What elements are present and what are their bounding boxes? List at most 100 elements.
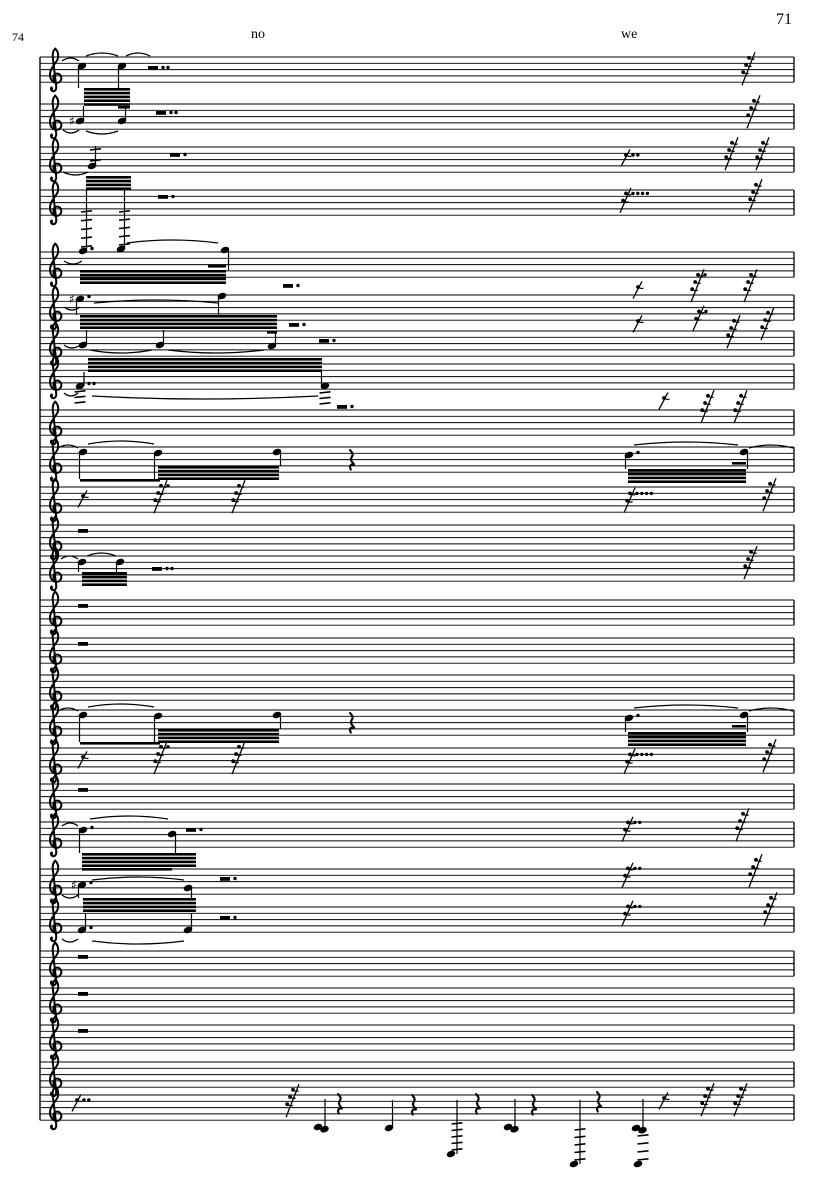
tremolo-beam [88,369,322,372]
tie-slur [748,707,794,712]
eighth-rest [632,315,644,333]
tie-slur [62,171,89,176]
tie-slur [60,555,79,560]
notehead [115,558,125,566]
rest-flag-hook [728,149,735,153]
clef-dot [50,586,54,590]
rest-flag-hook [157,492,164,496]
clef-dot [50,814,54,818]
half-rest [220,916,230,920]
tremolo-beam [80,318,277,322]
tremolo-beam [84,95,130,99]
augmentation-dot [644,491,649,496]
rest-slash [755,136,770,171]
tremolo-stroke [637,1158,649,1161]
thirtysecond-rest [746,94,761,129]
tremolo-beam [80,742,160,745]
rest-slash [231,479,246,514]
thirtysecond-rest [741,51,756,86]
half-rest [158,195,168,199]
staff [40,1052,795,1098]
rest-flag-hook [747,114,754,118]
rest-slash [632,281,643,299]
half-rest [289,323,299,327]
tie-slur [89,349,153,354]
rest-slash [746,94,761,129]
staff: ♯ [40,859,795,912]
notehead [116,245,126,253]
thirtysecond-rest [231,740,246,775]
tie-slur [61,938,79,943]
tremolo-beam [84,91,130,95]
staff-lines [40,1094,794,1121]
rest-slash [621,816,634,843]
tremolo-beam [86,179,131,183]
rest-flag-hook [745,64,752,68]
treble-clef-icon [48,546,63,592]
rest-flag-hook [82,756,89,760]
augmentation-dot [174,110,178,115]
sixteenth-rest [623,487,654,514]
notehead [75,117,85,125]
tie-slur [633,704,739,709]
tie-slur [126,239,219,244]
augmentation-dot [703,273,707,277]
tremolo-beam [628,469,746,472]
augmentation-dot [296,283,300,288]
notehead [624,714,634,722]
rest-flag-hook [627,867,634,871]
augmentation-dot [636,153,640,157]
rest-flag-hook [767,904,774,908]
thirtysecond-rest [748,853,763,888]
rest-slash [700,1082,715,1117]
tremolo-beam [82,853,196,856]
rest-flag-hook [750,107,757,111]
notehead [87,162,97,170]
tremolo-beam [80,479,160,482]
rest-slash [733,389,748,424]
augmentation-dot [87,294,91,299]
rest-slash [620,149,631,167]
rest-flag-hook [770,897,777,900]
rest-slash [748,178,763,213]
augmentation-dot [636,713,640,718]
staff [40,700,795,746]
staff: ♯ [40,94,795,140]
staff-lines [40,446,794,473]
staff-lines [40,56,794,83]
rest-slash [760,306,775,341]
rest-flag-hook [704,1095,711,1099]
augmentation-dot [704,309,708,314]
thirtysecond-rest [733,1082,748,1117]
rest-flag-hook [764,911,771,915]
tremolo-beam [82,856,196,860]
augmentation-dot [633,820,637,825]
thirtysecond-rest [690,268,707,303]
rest-flag-hook [629,492,636,496]
augmentation-dot [644,752,649,757]
rest-flag-hook [737,402,744,406]
thirtysecond-rest [735,807,750,842]
tremolo-beam [82,575,127,579]
tremolo-beam [80,277,226,281]
rest-flag-hook [154,760,161,764]
rest-flag-hook [707,1088,714,1091]
tremolo-beam [80,281,226,284]
staff [40,774,795,820]
augmentation-dot [302,322,306,327]
rest-flag-hook [624,913,631,916]
staff-lines [40,821,794,848]
staff [40,812,795,871]
tremolo-stroke [451,1135,463,1138]
rest-flag-hook [154,499,161,503]
augmentation-dot [640,191,645,196]
tremolo-stroke [89,159,102,162]
tremolo-beam [83,909,196,912]
thirtysecond-rest [733,389,748,424]
tremolo-stroke [118,243,131,246]
rest-flag-hook [701,1102,708,1106]
tremolo-beam [628,472,746,476]
tremolo-stroke [451,1128,463,1132]
tremolo-beam [80,270,226,273]
staff-lines [40,599,794,626]
